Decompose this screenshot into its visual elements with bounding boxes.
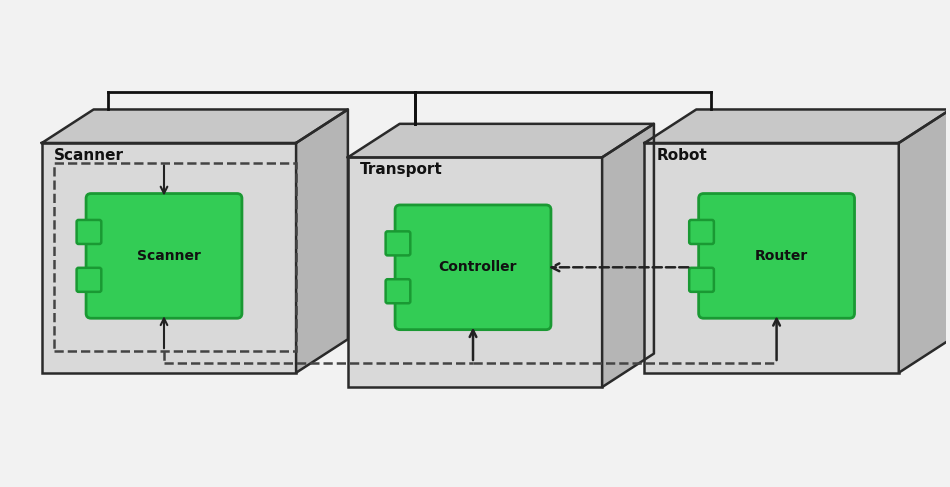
Bar — [42, 143, 296, 373]
Polygon shape — [296, 110, 348, 373]
FancyBboxPatch shape — [77, 220, 102, 244]
FancyBboxPatch shape — [386, 279, 410, 303]
FancyBboxPatch shape — [386, 231, 410, 255]
FancyBboxPatch shape — [698, 193, 854, 318]
FancyBboxPatch shape — [77, 268, 102, 292]
Polygon shape — [899, 110, 950, 373]
Polygon shape — [42, 110, 348, 143]
FancyBboxPatch shape — [689, 220, 713, 244]
Bar — [644, 143, 899, 373]
Bar — [348, 157, 602, 387]
Text: Scanner: Scanner — [54, 148, 124, 163]
Polygon shape — [644, 110, 950, 143]
Text: Scanner: Scanner — [137, 249, 200, 263]
Text: Robot: Robot — [656, 148, 707, 163]
Text: Controller: Controller — [439, 261, 517, 274]
Bar — [54, 163, 296, 351]
FancyBboxPatch shape — [86, 193, 242, 318]
FancyBboxPatch shape — [689, 268, 713, 292]
Polygon shape — [602, 124, 654, 387]
FancyBboxPatch shape — [395, 205, 551, 330]
Text: Transport: Transport — [360, 162, 443, 177]
Polygon shape — [348, 124, 654, 157]
Text: Router: Router — [755, 249, 808, 263]
